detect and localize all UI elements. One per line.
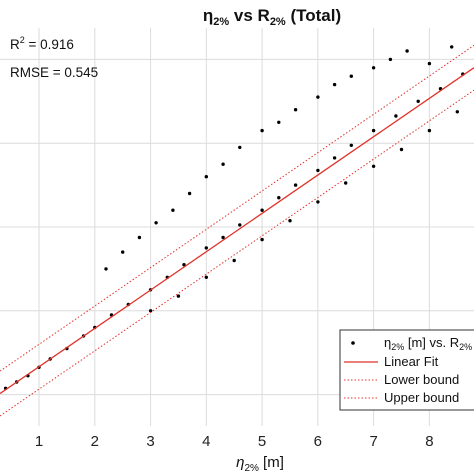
data-point [221,162,225,166]
grid [0,28,474,426]
rmse-stat: RMSE = 0.545 [10,65,98,80]
x-tick-label: 5 [258,433,266,450]
data-point [137,235,142,240]
data-point [204,175,208,179]
data-point [232,258,236,263]
data-point [171,208,175,212]
x-tick-label: 3 [146,433,154,450]
data-point [154,221,158,225]
data-point [450,45,454,49]
data-point [427,61,432,66]
chart-title: η2% vs R2% (Total) [203,6,341,28]
data-point [221,235,225,240]
data-point [371,128,376,133]
data-point [332,82,337,87]
data-point [260,208,264,212]
data-point [293,183,298,187]
data-point [260,128,264,133]
data-point [288,219,292,223]
data-point [176,294,181,298]
data-point [416,99,420,104]
data-point [371,66,376,70]
legend-label-upper: Upper bound [384,390,459,405]
data-point [293,108,298,112]
x-tick-label: 8 [425,433,433,450]
data-point [121,250,125,254]
data-point [204,275,208,279]
data-point [148,309,153,313]
x-tick-labels: 1 2 3 4 5 6 7 8 [35,433,434,450]
data-point [455,110,459,114]
data-point [260,237,264,242]
legend-label-fit: Linear Fit [384,354,439,369]
legend-label-scatter: η2% [m] vs. R2% [384,335,472,352]
data-point [182,263,186,267]
x-tick-label: 1 [35,433,43,450]
data-point [394,114,398,118]
x-tick-label: 2 [91,433,99,450]
data-point [344,181,348,185]
data-point [238,145,242,150]
data-point [388,57,393,62]
data-point [316,95,320,99]
r-squared-stat: R2 = 0.916 [10,35,74,52]
legend-label-lower: Lower bound [384,372,459,387]
x-tick-label: 7 [369,433,377,450]
data-point [277,196,281,200]
data-point [371,164,376,168]
legend-marker-scatter [351,341,355,345]
lower-bound-line [0,89,474,417]
x-tick-label: 4 [202,433,210,450]
data-point [104,267,108,271]
fit-line [0,67,474,395]
data-point [399,147,404,152]
data-point [277,120,281,125]
data-point [349,143,353,147]
data-point [238,223,242,227]
data-point [316,200,320,204]
data-point [187,191,192,196]
x-tick-label: 6 [314,433,322,450]
data-point [427,128,432,133]
fit-lines [0,44,474,417]
legend-box [339,329,474,411]
legend: η2% [m] vs. R2% Linear Fit Lower bound U… [339,329,474,411]
data-point [316,168,320,173]
data-point [405,49,409,53]
data-point [332,156,337,160]
data-point [204,246,208,250]
x-axis-label: η2% [m] [236,454,284,474]
upper-bound-line [0,44,474,372]
data-point [349,74,353,78]
